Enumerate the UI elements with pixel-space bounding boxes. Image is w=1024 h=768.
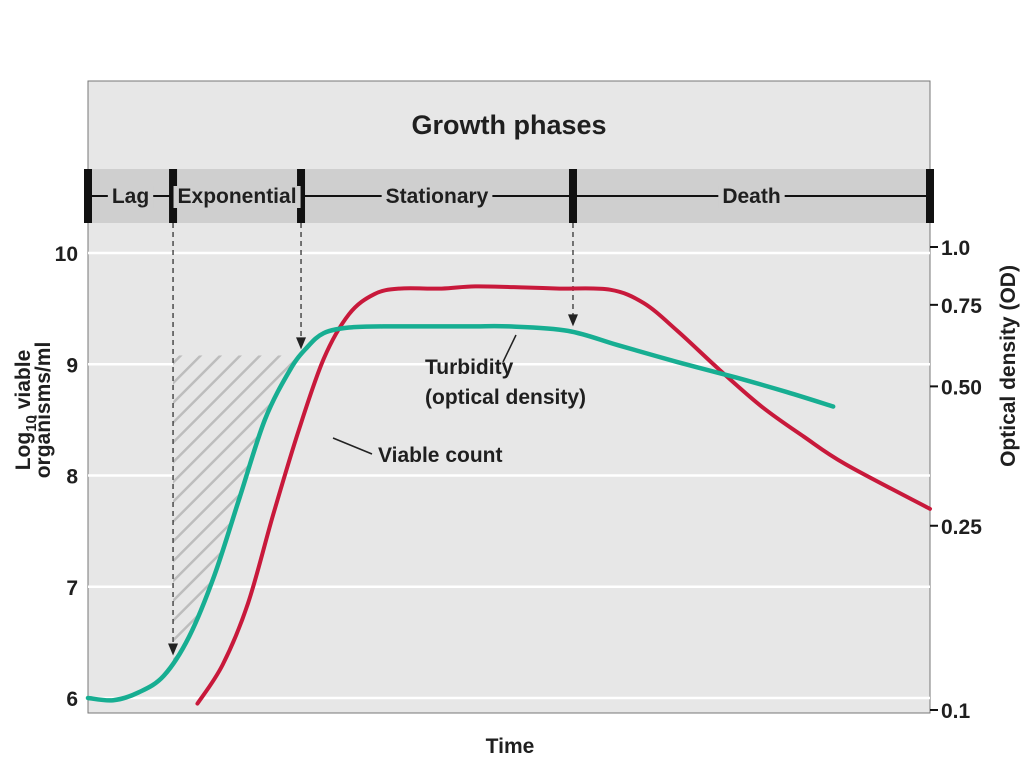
- phase-arrow-head-1: [296, 337, 307, 350]
- phase-label-bg-death: [718, 186, 785, 208]
- annotation-turbidity-line1: Turbidity: [425, 356, 514, 379]
- y-tick-label-8: 8: [66, 466, 78, 489]
- y-axis-label-subscript: 10: [23, 415, 40, 432]
- phase-label-bg-lag: [107, 186, 154, 208]
- y-tick-label-7: 7: [66, 577, 78, 600]
- annotation-turbidity-line2: (optical density): [425, 386, 586, 409]
- phase-label-bg-stationary: [381, 186, 493, 208]
- annotation-viable-count: Viable count: [378, 444, 502, 467]
- phase-boundary-0: [84, 169, 92, 223]
- chart-title: Growth phases: [411, 110, 606, 140]
- viable-annotation-leader: [332, 437, 373, 455]
- y2-tick-label-0.25: 0.25: [941, 516, 982, 539]
- turbidity-annotation-leader: [502, 334, 517, 363]
- series-line-turbidity: [85, 323, 836, 703]
- phase-arrows: [168, 223, 578, 656]
- phase-label-stationary: Stationary: [386, 185, 489, 208]
- phase-arrow-head-0: [168, 643, 179, 656]
- y-axis-ticks: 6 7 8 9 10: [55, 243, 79, 711]
- y-axis-label-log: Log: [12, 432, 35, 470]
- y-axis-label: Log10 viable organisms/ml: [12, 342, 55, 479]
- phase-marks: Lag Exponential Stationary Death: [84, 169, 934, 223]
- y-tick-label-9: 9: [66, 354, 78, 377]
- svg-text:Log10 viable: Log10 viable: [12, 350, 40, 471]
- phase-boundary-1: [169, 169, 178, 223]
- y2-axis-label: Optical density (OD): [997, 265, 1020, 467]
- y2-tick-label-0.50: 0.50: [941, 376, 982, 399]
- y-tick-label-6: 6: [66, 688, 78, 711]
- series-line-viable-count: [195, 284, 932, 706]
- y-axis-label-viable: viable: [12, 350, 35, 415]
- x-axis-label: Time: [486, 735, 535, 758]
- y-tick-label-10: 10: [55, 243, 78, 266]
- y2-tick-label-1.0: 1.0: [941, 237, 970, 260]
- y2-axis-ticks: 1.0 0.75 0.50 0.25 0.1: [930, 237, 982, 723]
- y2-tick-label-0.75: 0.75: [941, 295, 982, 318]
- phase-boundary-3: [568, 169, 577, 223]
- phase-boundary-2: [297, 169, 306, 223]
- phase-label-exponential: Exponential: [178, 185, 297, 208]
- phase-label-bg-exponential: [173, 186, 301, 208]
- phase-arrow-head-2: [567, 314, 578, 327]
- y2-tick-label-0.1: 0.1: [941, 700, 971, 723]
- phase-label-death: Death: [722, 185, 780, 208]
- phase-label-lag: Lag: [112, 185, 149, 208]
- y-axis-label-line2: organisms/ml: [32, 342, 55, 479]
- gridlines: [88, 251, 930, 700]
- phase-boundary-4: [926, 169, 934, 223]
